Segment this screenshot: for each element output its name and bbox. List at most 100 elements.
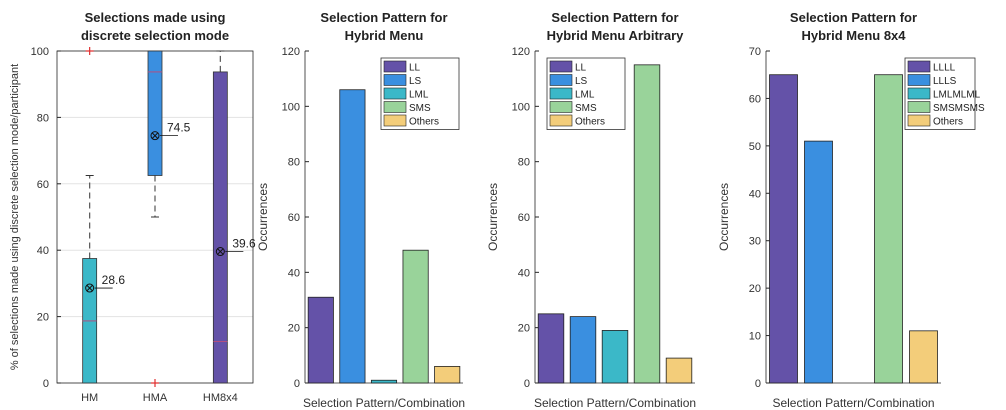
y-axis-label: Occurrences (486, 183, 500, 251)
legend-label: LL (575, 63, 587, 74)
legend-swatch (383, 87, 407, 100)
legend-swatch (907, 87, 931, 100)
box (212, 71, 228, 384)
legend-swatch (907, 101, 931, 113)
bar-lml (370, 379, 398, 384)
legend-label: LS (409, 76, 422, 87)
mean-marker (215, 247, 225, 257)
y-tick-label: 80 (518, 157, 530, 169)
chart-title-line1: Selection Pattern for (551, 10, 678, 25)
y-tick-label: 40 (288, 267, 300, 279)
x-tick-label: HM8x4 (203, 392, 238, 404)
bar-llls (804, 140, 833, 384)
y-tick-label: 60 (518, 212, 530, 224)
box-plot-panel: 0 20 40 60 80 100 % of selections made using d… (9, 10, 256, 404)
outlier-marker (151, 379, 159, 387)
legend-label: LMLMLML (933, 90, 981, 101)
bar-others (909, 330, 938, 384)
legend-label: LLLL (933, 63, 956, 74)
legend-swatch (907, 114, 931, 127)
mean-marker-cross (86, 284, 93, 292)
chart-title-line2: Hybrid Menu Arbitrary (547, 28, 685, 43)
chart-title-line2: Hybrid Menu (345, 28, 424, 43)
y-tick-label: 100 (282, 101, 300, 113)
legend-label: LML (409, 90, 429, 101)
y-tick-label: 80 (37, 112, 49, 124)
y-tick-label: 0 (294, 378, 300, 390)
y-tick-label: 60 (749, 93, 761, 105)
bar-ll (537, 313, 565, 384)
y-tick-label: 120 (512, 46, 530, 58)
box (147, 50, 163, 176)
legend-label: LS (575, 76, 588, 87)
legend-swatch (549, 60, 573, 73)
legend-swatch (383, 101, 407, 113)
y-tick-label: 10 (749, 331, 761, 343)
y-tick-label: 30 (749, 236, 761, 248)
y-axis-label: Occurrences (717, 183, 731, 251)
chart-title-line1: Selections made using (85, 10, 226, 25)
y-tick-label: 40 (37, 245, 49, 257)
legend-label: SMS (575, 103, 597, 114)
legend-swatch (549, 74, 573, 86)
bar-sms (402, 249, 429, 384)
y-tick-label: 0 (755, 378, 761, 390)
y-tick-label: 60 (288, 212, 300, 224)
bar-chart-hybrid-menu-8x4: 0 10 20 30 40 50 60 70 Occurrences Selection Patt… (717, 10, 985, 410)
x-axis-label: Selection Pattern/Combination (772, 396, 934, 410)
legend-label: LLLS (933, 76, 957, 87)
chart-title-line1: Selection Pattern for (320, 10, 447, 25)
bar-others (665, 357, 693, 384)
mean-marker-cross (217, 248, 224, 255)
y-axis-label: Occurrences (256, 183, 270, 251)
y-tick-label: 80 (288, 157, 300, 169)
legend-swatch (549, 101, 573, 113)
mean-value-label: 28.6 (102, 273, 126, 287)
legend-swatch (549, 87, 573, 100)
y-tick-label: 50 (749, 141, 761, 153)
y-tick-label: 100 (31, 46, 49, 58)
x-tick-label: HMA (143, 392, 168, 404)
mean-marker (150, 131, 160, 141)
y-tick-label: 70 (749, 46, 761, 58)
bar-others (434, 365, 461, 384)
legend-label: SMS (409, 103, 431, 114)
bar-sms (633, 64, 661, 384)
legend-swatch (383, 114, 407, 127)
bar-ls (569, 316, 597, 384)
mean-marker (85, 283, 95, 293)
y-tick-label: 100 (512, 101, 530, 113)
legend-label: Others (933, 117, 963, 128)
y-tick-label: 120 (282, 46, 300, 58)
mean-marker-cross (151, 132, 159, 139)
legend-swatch (907, 60, 931, 73)
bar-ls (339, 89, 366, 384)
y-tick-label: 20 (518, 323, 530, 335)
y-tick-label: 40 (518, 267, 530, 279)
x-tick-label: HM (81, 392, 98, 404)
legend-label: SMSMSMS (933, 103, 985, 114)
legend-label: LL (409, 63, 421, 74)
legend-swatch (907, 74, 931, 86)
bar-lml (601, 330, 629, 384)
bar-smsmsms (874, 74, 903, 384)
y-tick-label: 0 (524, 378, 530, 390)
y-axis-label: % of selections made using discrete sele… (9, 64, 21, 370)
mean-value-label: 74.5 (167, 121, 191, 135)
y-tick-label: 40 (749, 188, 761, 200)
y-tick-label: 20 (288, 323, 300, 335)
legend-label: Others (409, 117, 439, 128)
chart-title-line2: discrete selection mode (81, 28, 229, 43)
y-tick-label: 20 (37, 312, 49, 324)
chart-title-line2: Hybrid Menu 8x4 (801, 28, 906, 43)
y-tick-label: 60 (37, 179, 49, 191)
legend-label: LML (575, 90, 595, 101)
x-axis-label: Selection Pattern/Combination (534, 396, 696, 410)
outlier-marker (85, 47, 94, 55)
bar-chart-hybrid-menu: 0 20 40 60 80 100 120 Occurrences Selection Patt… (256, 10, 465, 410)
legend-swatch (383, 74, 407, 86)
chart-title-line1: Selection Pattern for (790, 10, 917, 25)
legend-swatch (383, 60, 407, 73)
x-axis-label: Selection Pattern/Combination (303, 396, 465, 410)
